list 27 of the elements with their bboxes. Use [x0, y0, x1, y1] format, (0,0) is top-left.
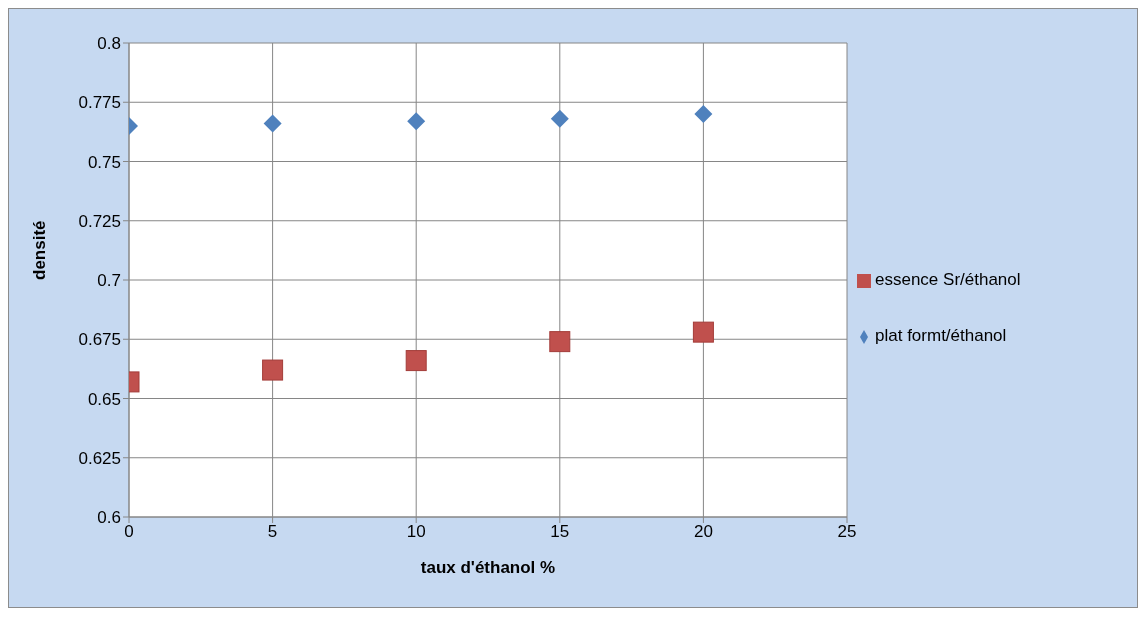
y-axis-title: densité	[30, 220, 50, 280]
point	[550, 109, 569, 128]
x-tick-label: 25	[837, 522, 857, 542]
legend-label: plat formt/éthanol	[875, 326, 1007, 345]
y-tick-label: 0.7	[97, 271, 121, 291]
y-tick-label: 0.675	[78, 330, 121, 350]
x-tick-label: 20	[693, 522, 713, 542]
point	[692, 321, 714, 343]
x-tick-label: 10	[406, 522, 426, 542]
point	[263, 114, 282, 133]
x-tick-label: 0	[124, 522, 134, 542]
y-tick-label: 0.725	[78, 211, 121, 231]
y-tick-label: 0.6	[97, 508, 121, 528]
x-tick-label: 15	[550, 522, 570, 542]
y-tick-label: 0.625	[78, 448, 121, 468]
point	[262, 359, 284, 381]
x-tick-label: 5	[267, 522, 278, 542]
point	[694, 105, 713, 124]
legend-label: essence Sr/éthanol	[875, 270, 1021, 289]
y-tick-label: 0.65	[87, 389, 121, 409]
point	[549, 331, 571, 353]
x-axis-title: taux d'éthanol %	[420, 558, 556, 577]
y-tick-label: 0.75	[87, 152, 121, 172]
y-tick-label: 0.8	[97, 34, 121, 54]
y-tick-label: 0.775	[78, 93, 121, 113]
point	[405, 350, 427, 372]
point	[407, 112, 426, 131]
